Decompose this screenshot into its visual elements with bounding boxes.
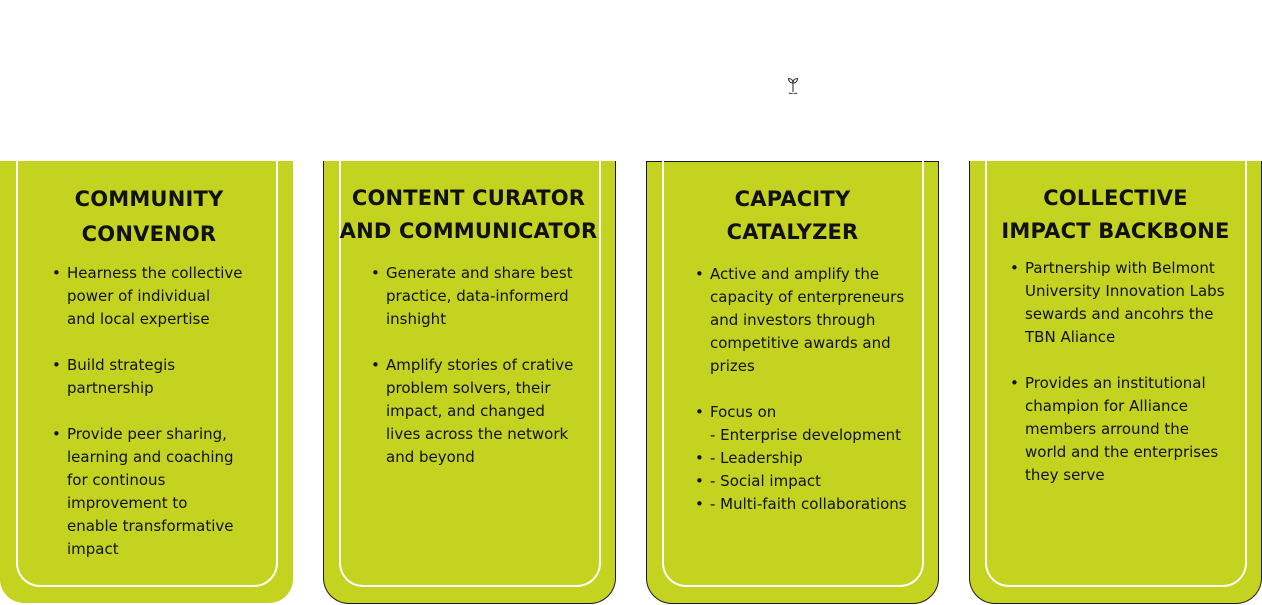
bullet-item: - Social impact bbox=[695, 470, 936, 493]
bullet-item: - Multi-faith collaborations bbox=[695, 493, 936, 516]
card-content-curator: CONTENT CURATOR AND COMMUNICATOR Generat… bbox=[323, 159, 616, 604]
bullet-item: Amplify stories of crative problem solve… bbox=[371, 354, 602, 469]
plant-sprout-icon bbox=[787, 77, 799, 94]
bullet-item: Active and amplify the capacity of enter… bbox=[695, 263, 936, 378]
card-bullet-list: Hearness the collective power of individ… bbox=[52, 262, 278, 584]
card-title: CONTENT CURATOR AND COMMUNICATOR bbox=[339, 186, 598, 243]
bullet-item: Partnership with Belmont University Inno… bbox=[1010, 257, 1251, 349]
bullet-item: Focus on - Enterprise development bbox=[695, 401, 936, 447]
bullet-item: Build strategis partnership bbox=[52, 354, 278, 400]
card-collective-impact-backbone: COLLECTIVE IMPACT BACKBONE Partnership w… bbox=[969, 159, 1262, 604]
bullet-item: Provide peer sharing, learning and coach… bbox=[52, 423, 278, 561]
card-bullet-list: Generate and share best practice, data-i… bbox=[371, 262, 602, 492]
card-bullet-list: Partnership with Belmont University Inno… bbox=[1010, 257, 1251, 510]
bullet-item: Hearness the collective power of individ… bbox=[52, 262, 278, 331]
card-bullet-list: Active and amplify the capacity of enter… bbox=[695, 263, 936, 516]
bullet-item: - Leadership bbox=[695, 447, 936, 470]
card-title: COLLECTIVE IMPACT BACKBONE bbox=[1001, 186, 1230, 243]
card-community-convenor: COMMUNITY CONVENOR Hearness the collecti… bbox=[0, 159, 293, 603]
bullet-item: Generate and share best practice, data-i… bbox=[371, 262, 602, 331]
card-title: COMMUNITY CONVENOR bbox=[74, 187, 224, 246]
card-title: CAPACITY CATALYZER bbox=[726, 187, 859, 244]
bullet-item: Provides an institutional champion for A… bbox=[1010, 372, 1251, 487]
card-capacity-catalyzer: CAPACITY CATALYZER Active and amplify th… bbox=[646, 160, 939, 604]
